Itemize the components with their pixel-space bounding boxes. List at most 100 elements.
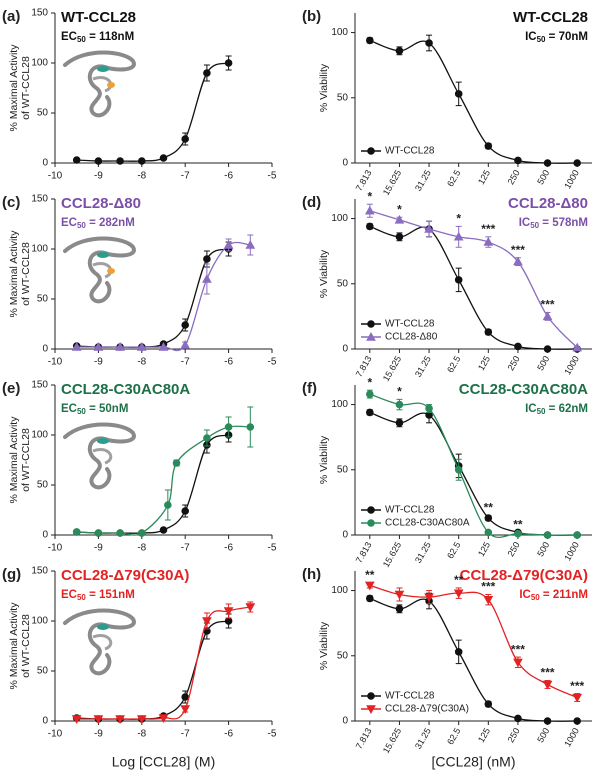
y-tick-label: 150 bbox=[31, 8, 48, 19]
marker bbox=[364, 205, 375, 215]
x-axis-label: [CCL28] (nM) bbox=[431, 754, 515, 770]
marker bbox=[115, 715, 125, 725]
x-tick-label: 15.625 bbox=[381, 540, 403, 569]
y-axis-label: % Viability bbox=[318, 435, 330, 484]
panel-title: CCL28-Δ80 bbox=[508, 195, 588, 212]
significance-label: * bbox=[456, 212, 461, 226]
x-tick-label: 62.5 bbox=[445, 540, 462, 560]
annotation-part: = 62nM bbox=[545, 403, 588, 415]
marker bbox=[366, 594, 374, 603]
annotation-sub: 50 bbox=[537, 35, 546, 44]
panel-title: WT-CCL28 bbox=[61, 9, 136, 26]
significance-label: *** bbox=[511, 642, 525, 656]
x-tick-label: 500 bbox=[535, 354, 551, 372]
y-tick-label: 0 bbox=[342, 530, 348, 541]
y-tick-label: 100 bbox=[331, 27, 348, 38]
marker bbox=[454, 648, 463, 656]
marker bbox=[181, 135, 189, 143]
y-tick-label: 0 bbox=[342, 716, 348, 727]
marker bbox=[224, 617, 233, 625]
x-tick-label: -8 bbox=[137, 357, 146, 368]
y-tick-label: 50 bbox=[37, 108, 49, 119]
y-axis-label: % Maximal Activity bbox=[8, 230, 20, 318]
marker bbox=[203, 255, 211, 263]
x-tick-label: 125 bbox=[476, 540, 492, 558]
marker bbox=[484, 700, 493, 708]
marker bbox=[138, 157, 146, 165]
x-tick-label: 15.625 bbox=[381, 168, 403, 197]
y-tick-label: 0 bbox=[42, 158, 48, 169]
annotation: IC50 = 70nM bbox=[525, 31, 588, 44]
panel-letter: (f) bbox=[302, 380, 317, 397]
significance-label: *** bbox=[511, 243, 525, 257]
marker bbox=[366, 222, 374, 231]
marker bbox=[72, 156, 81, 164]
marker bbox=[425, 404, 433, 413]
panel-letter: (g) bbox=[2, 566, 21, 583]
marker bbox=[203, 69, 211, 77]
x-tick-label: 15.625 bbox=[381, 354, 403, 383]
annotation-sub: 50 bbox=[530, 221, 539, 230]
annotation-part: = 211nM bbox=[540, 589, 588, 601]
y-tick-label: 50 bbox=[337, 278, 349, 289]
marker bbox=[514, 529, 522, 538]
x-tick-label: 125 bbox=[476, 168, 492, 186]
marker bbox=[424, 593, 434, 603]
x-tick-label: 62.5 bbox=[445, 726, 462, 746]
significance-label: *** bbox=[481, 580, 495, 594]
x-tick-label: -10 bbox=[48, 357, 63, 368]
marker bbox=[484, 142, 493, 150]
x-tick-label: 7.813 bbox=[354, 726, 374, 751]
y-tick-label: 100 bbox=[331, 399, 348, 410]
annotation-part: EC bbox=[61, 589, 77, 601]
annotation-part: EC bbox=[61, 31, 77, 43]
y-axis-label: % Maximal Activity bbox=[8, 416, 20, 504]
marker bbox=[453, 231, 464, 241]
structure-ribbon bbox=[63, 50, 136, 118]
marker bbox=[543, 345, 552, 353]
y-tick-label: 0 bbox=[42, 530, 48, 541]
annotation-sub: 50 bbox=[537, 407, 546, 416]
marker bbox=[246, 423, 255, 431]
marker bbox=[366, 705, 376, 715]
y-axis-label: of WT-CCL28 bbox=[20, 56, 32, 120]
legend-label: WT-CCL28 bbox=[385, 691, 435, 702]
annotation-part: EC bbox=[61, 217, 77, 229]
marker bbox=[158, 341, 169, 351]
marker bbox=[367, 147, 375, 155]
y-tick-label: 0 bbox=[42, 716, 48, 727]
y-tick-label: 100 bbox=[331, 585, 348, 596]
x-tick-label: 31.25 bbox=[413, 540, 433, 565]
x-tick-label: 125 bbox=[476, 726, 492, 744]
marker bbox=[94, 157, 103, 165]
marker bbox=[395, 605, 404, 613]
annotation-part: IC bbox=[519, 589, 531, 601]
x-tick-label: 250 bbox=[506, 540, 522, 558]
y-tick-label: 0 bbox=[342, 158, 348, 169]
marker bbox=[245, 603, 256, 613]
y-tick-label: 100 bbox=[331, 213, 348, 224]
marker bbox=[454, 465, 463, 474]
x-tick-label: -9 bbox=[94, 729, 103, 740]
annotation-part: = 282nM bbox=[86, 217, 135, 229]
marker bbox=[203, 434, 211, 442]
y-axis-label: % Maximal Activity bbox=[8, 44, 20, 132]
marker bbox=[513, 256, 523, 266]
x-tick-label: -6 bbox=[224, 543, 233, 554]
series-line bbox=[369, 393, 578, 539]
x-tick-label: 500 bbox=[535, 540, 551, 558]
marker bbox=[484, 328, 493, 336]
x-tick-label: -7 bbox=[181, 357, 190, 368]
structure-ribbon bbox=[92, 76, 113, 93]
marker bbox=[136, 715, 147, 725]
marker bbox=[484, 514, 493, 522]
marker bbox=[72, 528, 81, 536]
annotation: IC50 = 62nM bbox=[525, 403, 588, 416]
y-axis-label: % Viability bbox=[318, 621, 330, 670]
marker bbox=[573, 531, 581, 539]
x-tick-label: 31.25 bbox=[413, 168, 433, 193]
y-tick-label: 50 bbox=[37, 666, 49, 677]
marker bbox=[180, 705, 191, 715]
panel-title: WT-CCL28 bbox=[513, 9, 588, 26]
y-tick-label: 150 bbox=[31, 380, 48, 391]
